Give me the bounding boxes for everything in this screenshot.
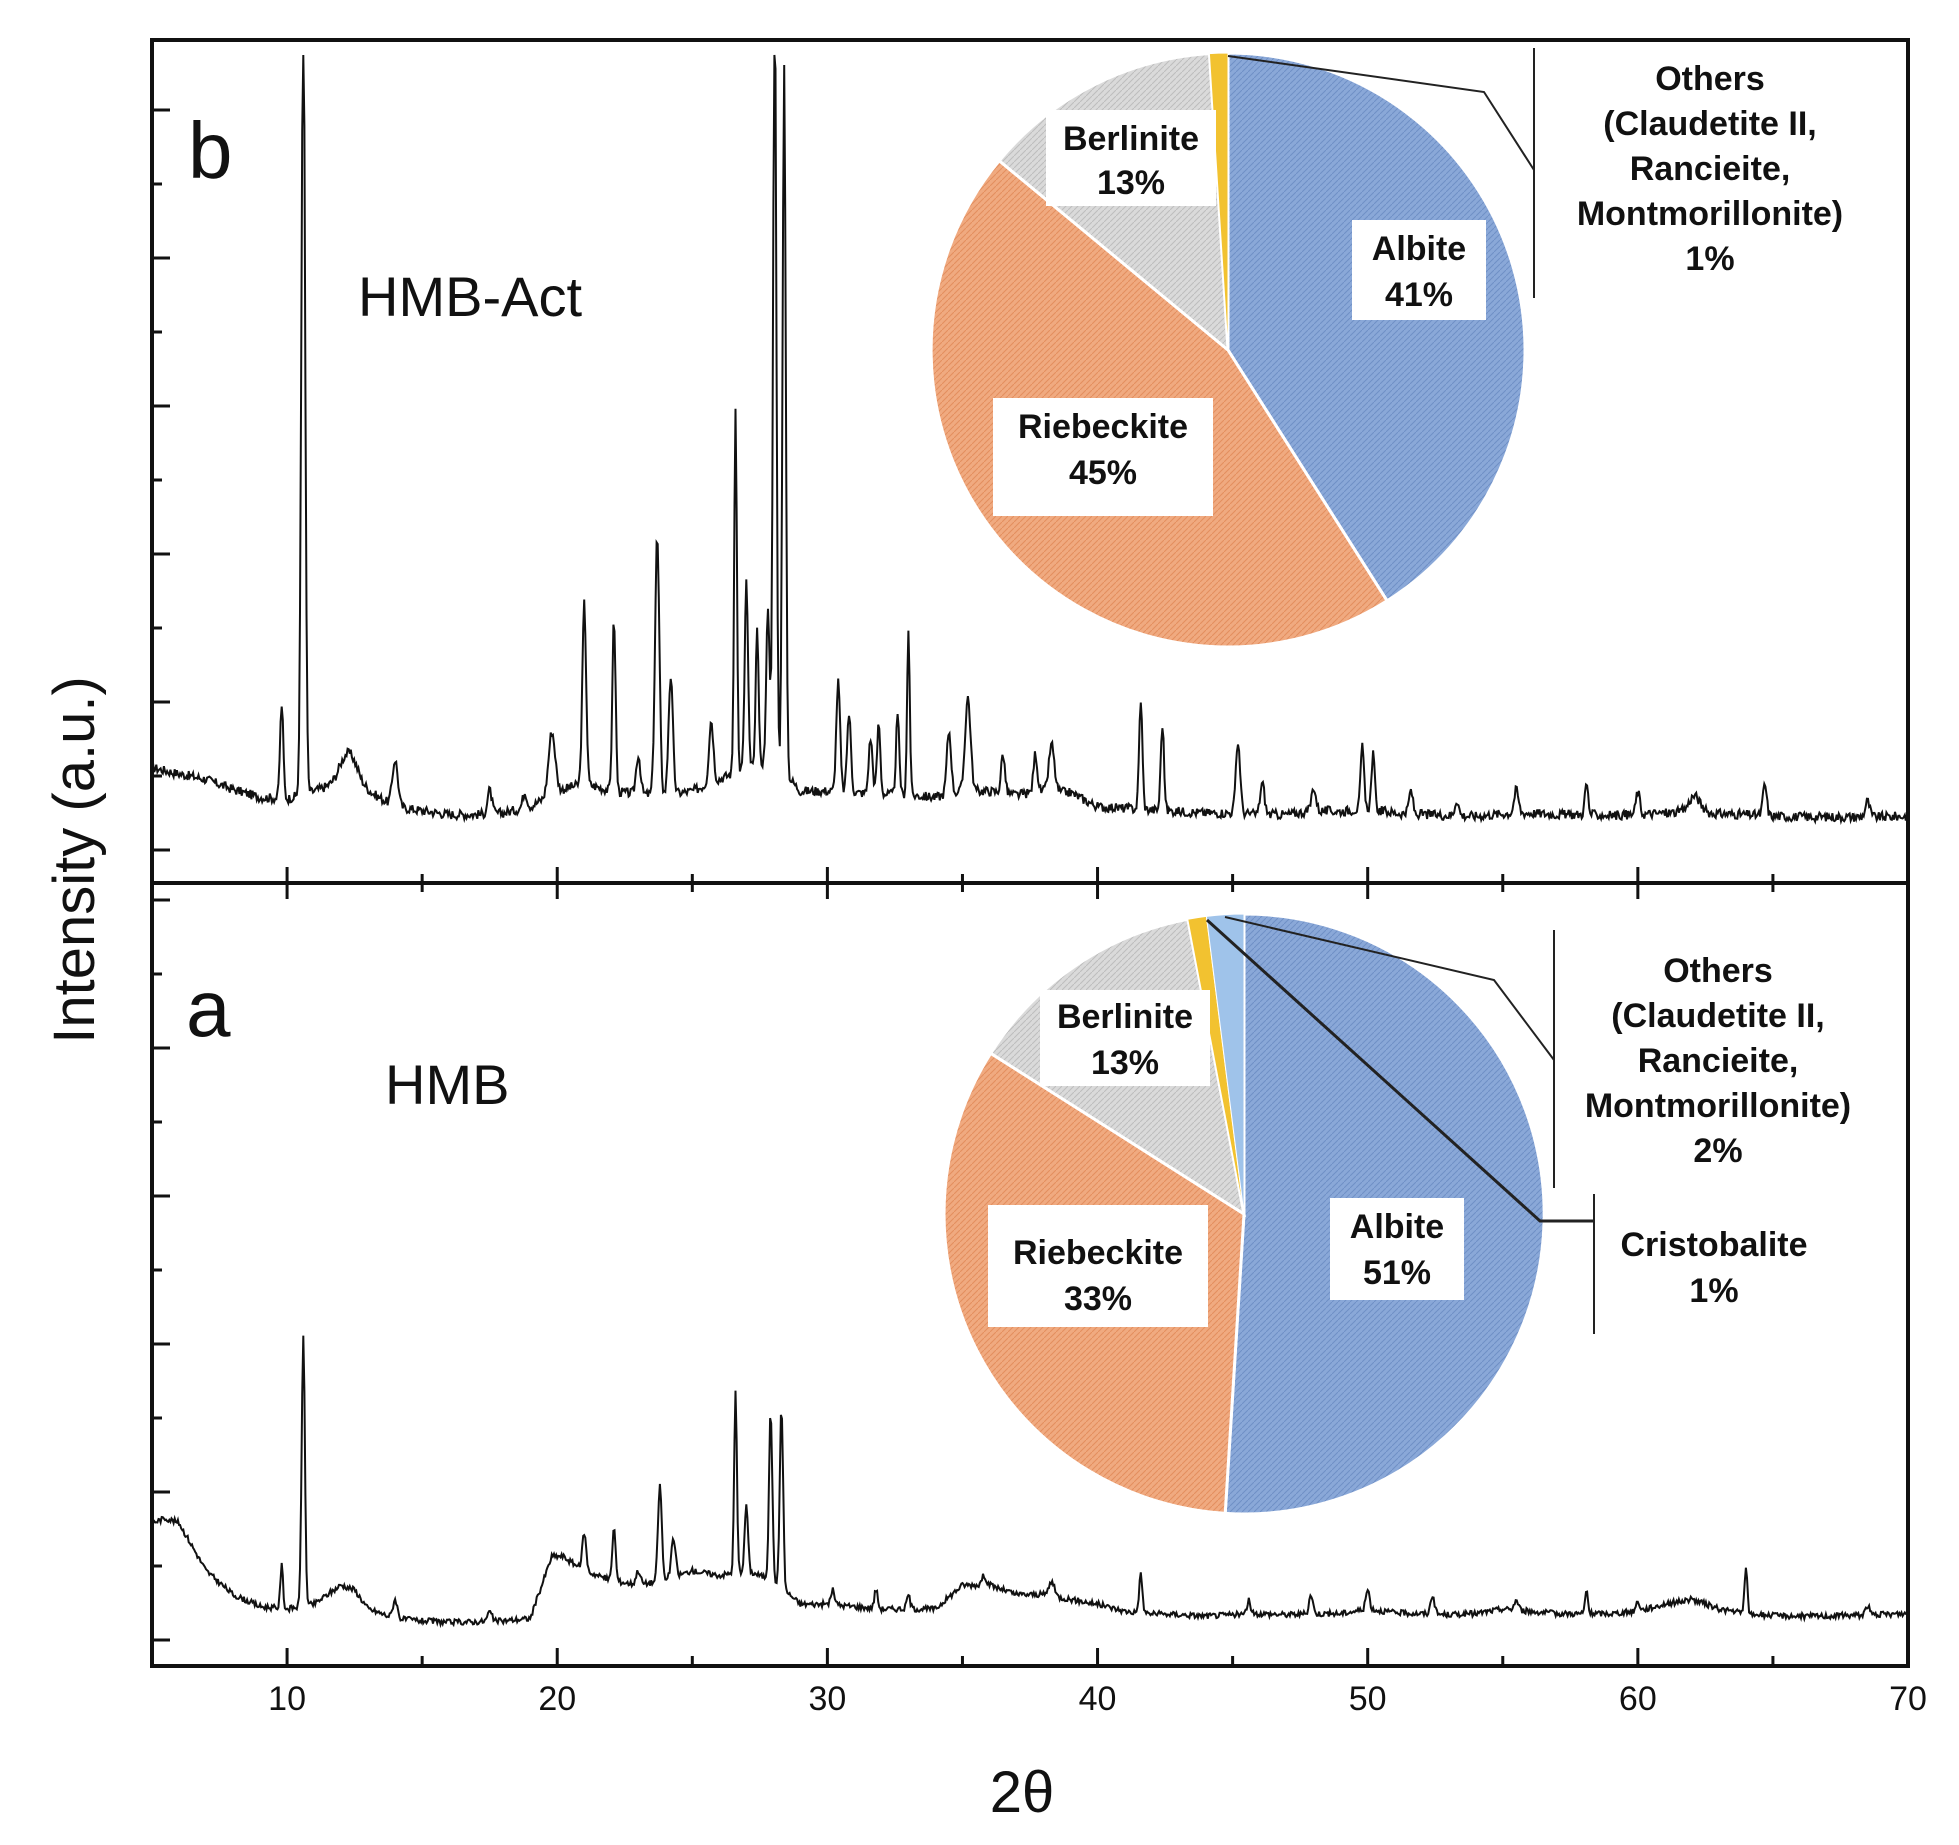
x-axis-title: 2θ — [990, 1760, 1055, 1825]
y-ticks-bottom — [152, 898, 170, 1642]
xrd-spectrum-hmb — [151, 1335, 1909, 1629]
x-axis-ticks: 10 20 30 40 50 60 70 — [150, 867, 1927, 1718]
others-label-line-4: Montmorillonite) — [1585, 1087, 1851, 1125]
pie-label-berlinite: Berlinite — [1063, 120, 1199, 158]
y-axis-title: Intensity (a.u.) — [42, 676, 107, 1043]
cristobalite-leader-line — [1205, 918, 1594, 1223]
others-value: 1% — [1685, 240, 1734, 278]
panel-label-a: a — [186, 964, 231, 1053]
pie-label-berlinite: Berlinite — [1057, 998, 1193, 1036]
x-tick-label: 70 — [1889, 1680, 1927, 1718]
pie-label-riebeckite: Riebeckite — [1018, 408, 1188, 446]
pie-value-berlinite: 13% — [1091, 1044, 1159, 1082]
panel-label-b: b — [188, 106, 233, 195]
x-tick-label: 30 — [808, 1680, 846, 1718]
plot-frame-bottom — [150, 881, 1910, 1668]
x-tick-label: 50 — [1349, 1680, 1387, 1718]
others-label-line-2: (Claudetite II, — [1611, 997, 1824, 1035]
pie-label-riebeckite: Riebeckite — [1013, 1234, 1183, 1272]
x-tick-label: 20 — [538, 1680, 576, 1718]
riebeckite-label-box — [993, 398, 1213, 516]
pie-value-albite: 41% — [1385, 276, 1453, 314]
others-label-line-3: Rancieite, — [1638, 1042, 1799, 1080]
pie-value-cristobalite: 1% — [1689, 1272, 1738, 1310]
sample-label-hmb: HMB — [385, 1053, 509, 1116]
others-leader-line — [1224, 916, 1555, 1061]
x-tick-label: 60 — [1619, 1680, 1657, 1718]
riebeckite-label-box — [988, 1205, 1208, 1327]
others-value: 2% — [1693, 1132, 1742, 1170]
xrd-spectrum-hmb-act — [151, 54, 1909, 826]
pie-label-albite: Albite — [1372, 230, 1466, 268]
sample-label-hmb-act: HMB-Act — [358, 265, 582, 328]
others-label-line-1: Others — [1655, 60, 1765, 98]
pie-chart-hmb-act: Berlinite 13% Albite 41% Riebeckite 45% … — [929, 48, 1843, 649]
pie-chart-hmb: Berlinite 13% Albite 51% Riebeckite 33% … — [942, 912, 1851, 1516]
albite-label-box — [1352, 220, 1486, 320]
others-label-line-2: (Claudetite II, — [1603, 105, 1816, 143]
x-tick-label: 10 — [268, 1680, 306, 1718]
albite-label-box — [1330, 1198, 1464, 1300]
pie-slice-albite — [1226, 51, 1527, 603]
berlinite-label-box — [1040, 990, 1210, 1086]
y-ticks-top — [152, 108, 170, 852]
x-tick-label: 40 — [1079, 1680, 1117, 1718]
others-label-line-4: Montmorillonite) — [1577, 195, 1843, 233]
others-label-line-3: Rancieite, — [1630, 150, 1791, 188]
pie-value-riebeckite: 33% — [1064, 1280, 1132, 1318]
pie-label-cristobalite: Cristobalite — [1620, 1226, 1807, 1264]
berlinite-label-box — [1046, 110, 1216, 206]
pie-value-riebeckite: 45% — [1069, 454, 1137, 492]
others-leader-line — [1227, 55, 1535, 171]
pie-value-berlinite: 13% — [1097, 164, 1165, 202]
pie-label-albite: Albite — [1350, 1208, 1444, 1246]
others-label-line-1: Others — [1663, 952, 1773, 990]
pie-value-albite: 51% — [1363, 1254, 1431, 1292]
pie-slice-cristobalite — [1205, 913, 1245, 1215]
